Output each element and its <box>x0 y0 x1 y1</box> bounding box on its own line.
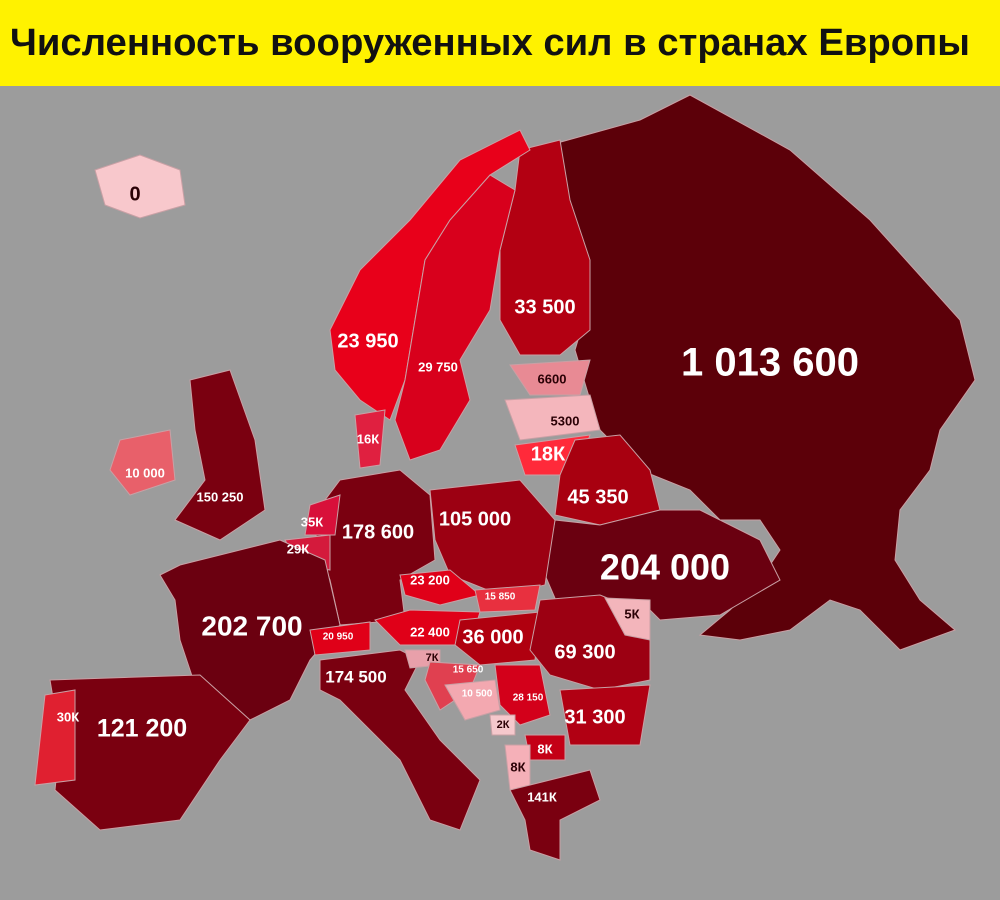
serbia <box>494 664 551 726</box>
sweden <box>394 174 516 461</box>
uk <box>174 369 266 541</box>
countries <box>34 94 976 861</box>
title-bar <box>0 0 1000 86</box>
country-label: 121 200 <box>97 715 187 743</box>
country-label: 29К <box>287 541 309 556</box>
title: Численность вооруженных сил в странах Ев… <box>10 22 970 64</box>
country-label: 28 150 <box>513 693 544 704</box>
netherlands <box>304 494 341 536</box>
denmark <box>354 409 386 469</box>
moldova <box>604 597 651 641</box>
france <box>159 539 341 721</box>
slovakia <box>474 584 541 613</box>
country-label: 15 650 <box>453 665 484 676</box>
country-label: 29 750 <box>418 359 458 374</box>
country-label: 178 600 <box>342 521 414 543</box>
country-label: 45 350 <box>567 486 628 508</box>
country-label: 23 200 <box>410 572 450 587</box>
montenegro <box>489 714 516 736</box>
country-label: 31 300 <box>564 706 625 728</box>
czechia <box>399 569 482 606</box>
country-label: 30К <box>57 709 79 724</box>
country-label: 16К <box>357 431 379 446</box>
switzerland <box>309 621 371 656</box>
labels: 0 23 950 29 750 33 500 1 013 600 6600 53… <box>57 183 859 804</box>
country-label: 105 000 <box>439 508 511 530</box>
bosnia <box>444 679 501 721</box>
iceland <box>94 154 186 219</box>
country-label: 5300 <box>551 413 580 428</box>
country-label: 15 850 <box>485 592 516 603</box>
country-label: 2К <box>497 719 510 731</box>
country-label: 36 000 <box>462 626 523 648</box>
country-label: 20 950 <box>323 632 354 643</box>
country-label: 141К <box>527 789 557 804</box>
country-label: 150 250 <box>197 489 244 504</box>
hungary <box>454 611 541 666</box>
country-label: 10 500 <box>462 689 493 700</box>
spain <box>49 674 251 831</box>
latvia <box>504 394 601 441</box>
estonia <box>509 359 591 396</box>
greece <box>509 769 601 861</box>
bulgaria <box>559 684 651 746</box>
country-label: 6600 <box>538 371 567 386</box>
ireland <box>109 429 176 496</box>
country-label: 10 000 <box>125 465 165 480</box>
country-label: 23 950 <box>337 330 398 352</box>
country-label: 0 <box>129 183 140 205</box>
country-label: 202 700 <box>201 610 302 641</box>
country-label: 1 013 600 <box>681 341 859 385</box>
country-label: 18К <box>531 443 566 465</box>
country-label: 5К <box>624 606 639 621</box>
country-label: 174 500 <box>325 667 386 686</box>
country-label: 7К <box>426 652 439 664</box>
country-label: 22 400 <box>410 624 450 639</box>
country-label: 69 300 <box>554 641 615 663</box>
country-label: 35К <box>301 514 323 529</box>
country-label: 8К <box>510 759 525 774</box>
country-label: 33 500 <box>514 296 575 318</box>
country-label: 204 000 <box>600 547 730 588</box>
country-label: 8К <box>537 741 552 756</box>
portugal <box>34 689 76 786</box>
